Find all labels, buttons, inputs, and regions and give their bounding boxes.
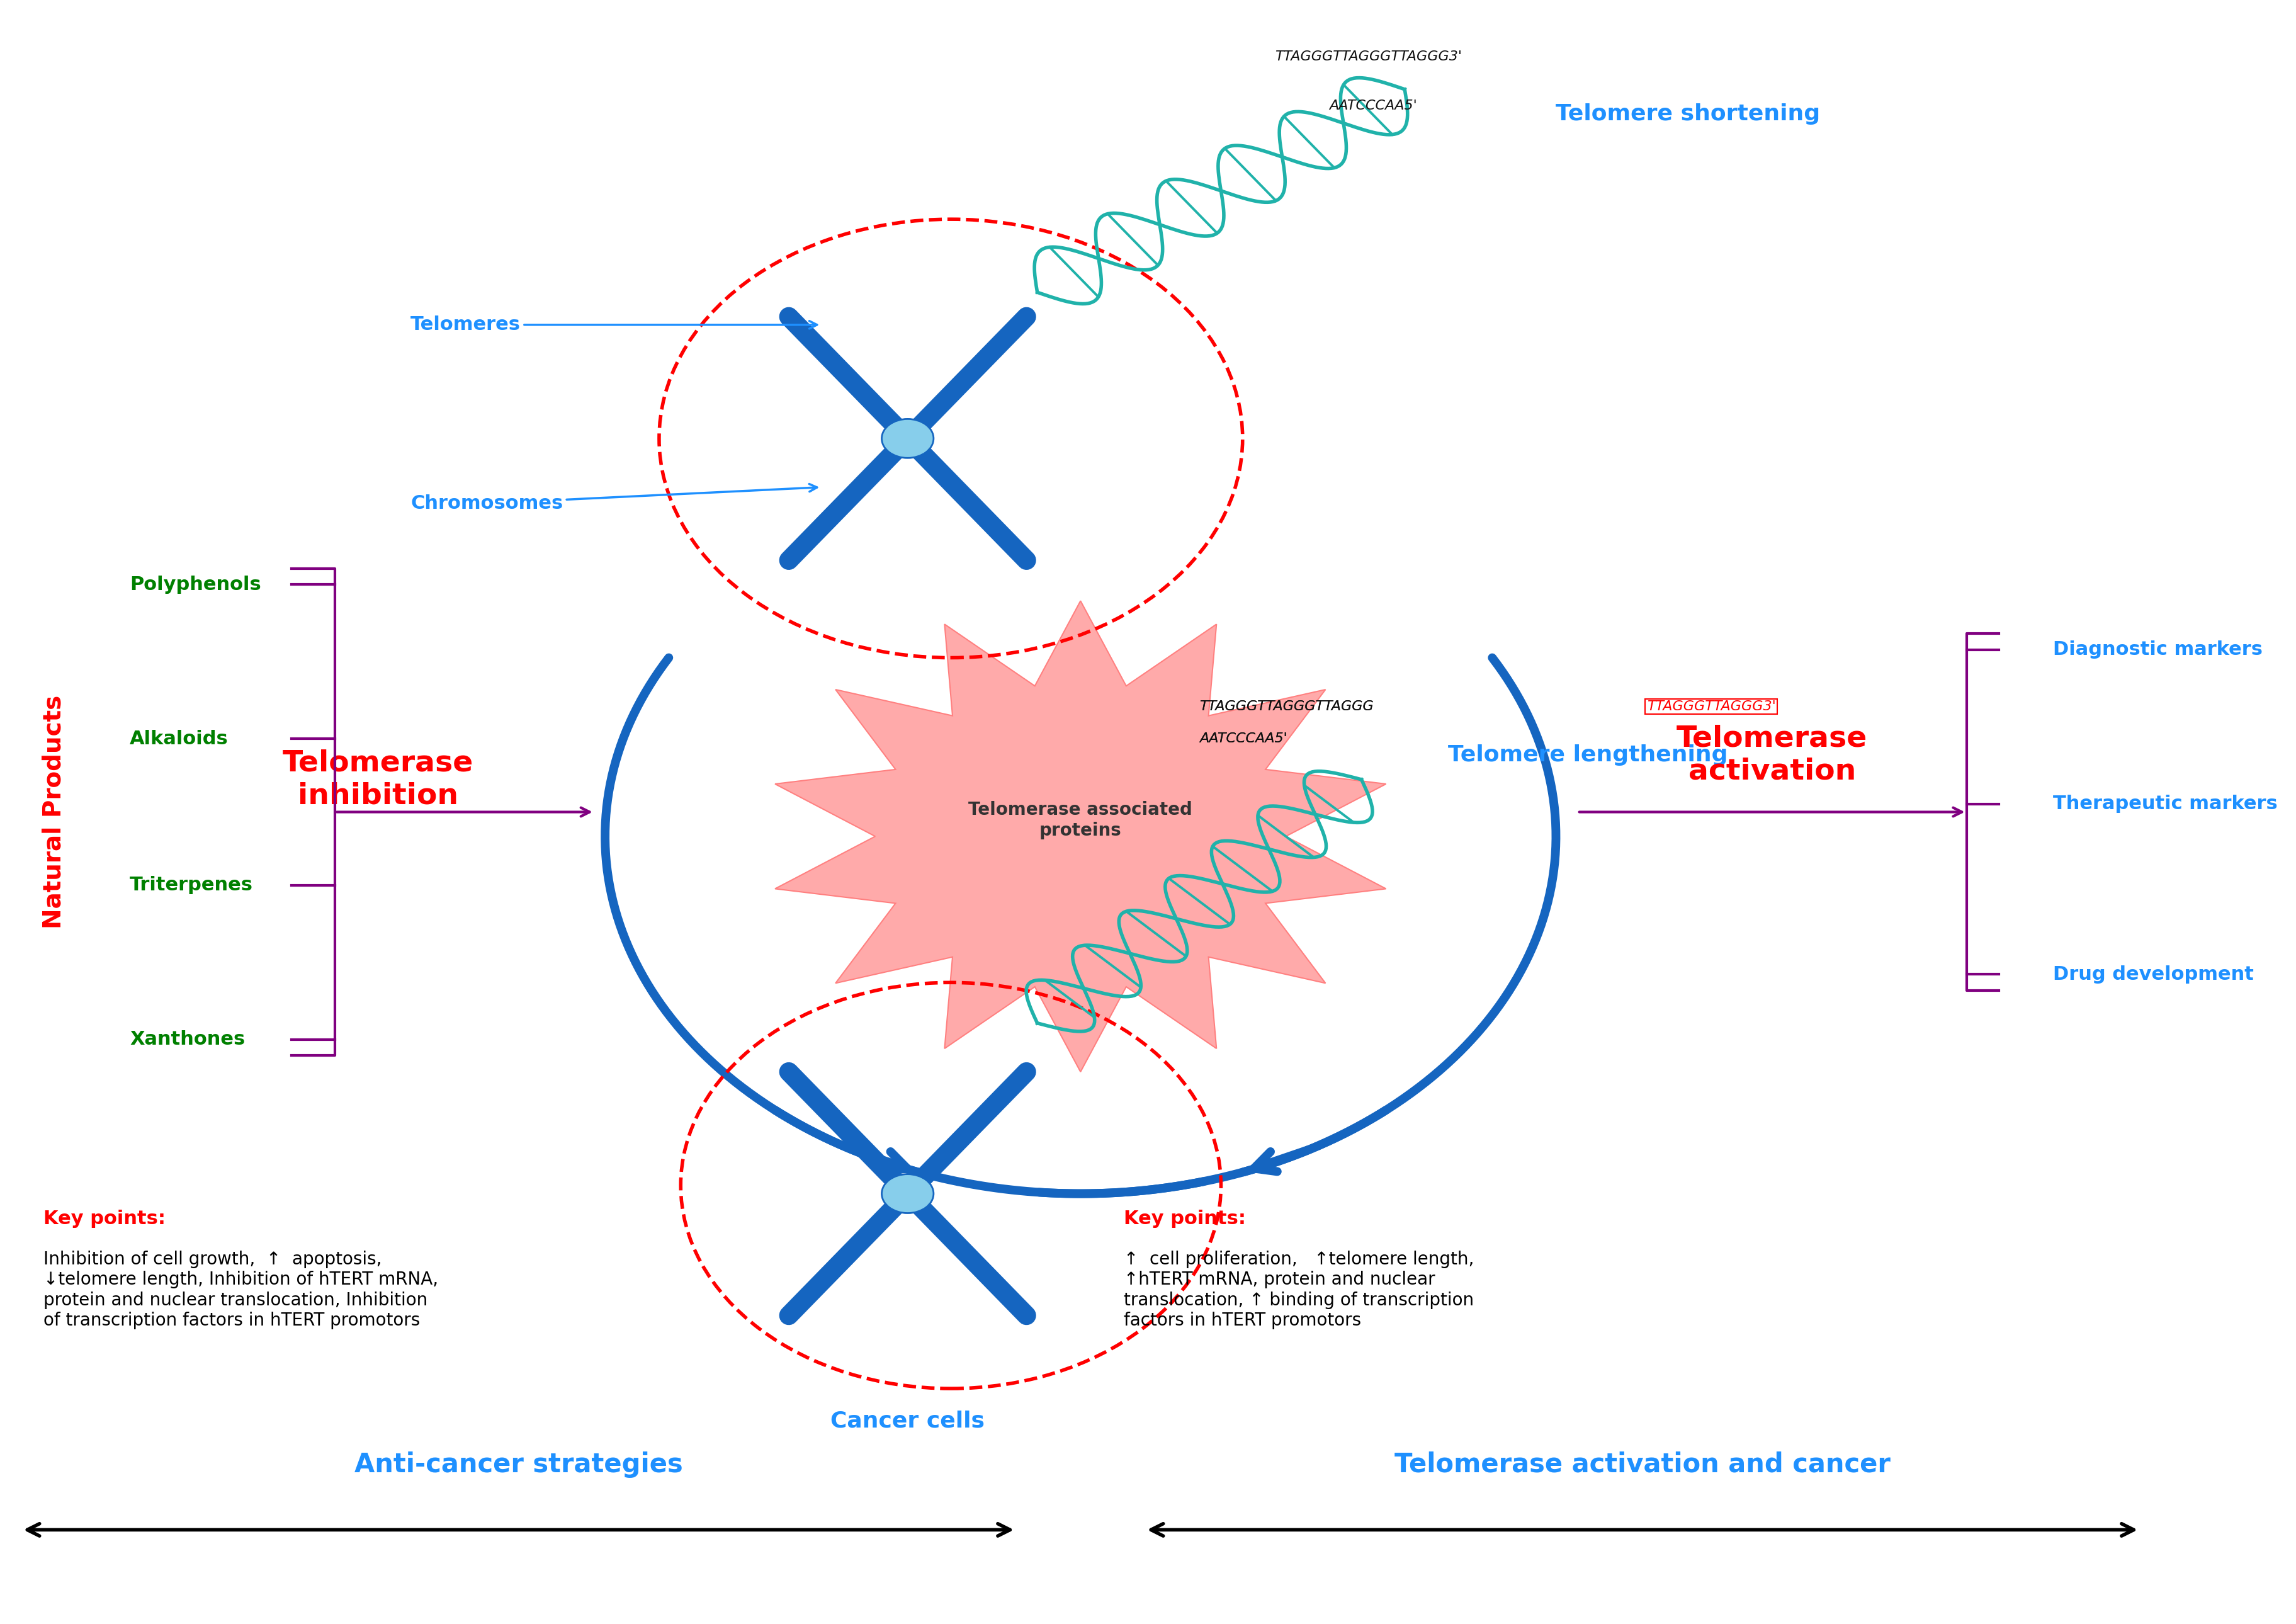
Text: AATCCCAA5': AATCCCAA5': [1329, 99, 1417, 112]
Text: Therapeutic markers: Therapeutic markers: [2053, 794, 2278, 814]
Text: Telomerase activation and cancer: Telomerase activation and cancer: [1394, 1452, 1890, 1478]
Text: Key points:: Key points:: [44, 1210, 165, 1228]
Text: Telomere lengthening: Telomere lengthening: [1446, 744, 1727, 767]
Circle shape: [882, 419, 932, 458]
Text: Natural Products: Natural Products: [41, 695, 67, 929]
Text: TTAGGGTTAGGG3': TTAGGGTTAGGG3': [1646, 700, 1775, 713]
Text: Xanthones: Xanthones: [129, 1030, 246, 1049]
Text: Chromosomes: Chromosomes: [411, 484, 817, 513]
Circle shape: [882, 1174, 932, 1213]
Text: Telomerase associated
proteins: Telomerase associated proteins: [969, 801, 1192, 840]
Text: Anti-cancer strategies: Anti-cancer strategies: [354, 1452, 682, 1478]
Polygon shape: [774, 601, 1384, 1072]
Text: Polyphenols: Polyphenols: [129, 575, 262, 594]
Text: AATCCCAA5': AATCCCAA5': [1199, 732, 1288, 745]
Text: Diagnostic markers: Diagnostic markers: [2053, 640, 2262, 659]
Text: Telomerase
activation: Telomerase activation: [1676, 724, 1867, 786]
Text: TTAGGGTTAGGGTTAGGG3': TTAGGGTTAGGGTTAGGG3': [1274, 50, 1463, 63]
Text: Drug development: Drug development: [2053, 965, 2252, 984]
Text: Cancer cells: Cancer cells: [831, 1410, 985, 1432]
Text: Telomeres: Telomeres: [411, 315, 817, 335]
Text: TTAGGGTTAGGGTTAGGG: TTAGGGTTAGGGTTAGGG: [1199, 700, 1373, 713]
Text: Triterpenes: Triterpenes: [129, 875, 253, 895]
Text: AATCCCAA5': AATCCCAA5': [1199, 732, 1288, 745]
Text: Telomerase
inhibition: Telomerase inhibition: [282, 749, 473, 810]
Text: Key points:: Key points:: [1123, 1210, 1244, 1228]
Text: Inhibition of cell growth,  ↑  apoptosis,
↓telomere length, Inhibition of hTERT : Inhibition of cell growth, ↑ apoptosis, …: [44, 1250, 439, 1330]
Text: TTAGGGTTAGGGTTAGGG: TTAGGGTTAGGGTTAGGG: [1199, 700, 1373, 713]
Text: Telomere shortening: Telomere shortening: [1554, 102, 1821, 125]
Text: Alkaloids: Alkaloids: [129, 729, 227, 749]
Text: ↑  cell proliferation,   ↑telomere length,
↑hTERT mRNA, protein and nuclear
tran: ↑ cell proliferation, ↑telomere length, …: [1123, 1250, 1474, 1330]
